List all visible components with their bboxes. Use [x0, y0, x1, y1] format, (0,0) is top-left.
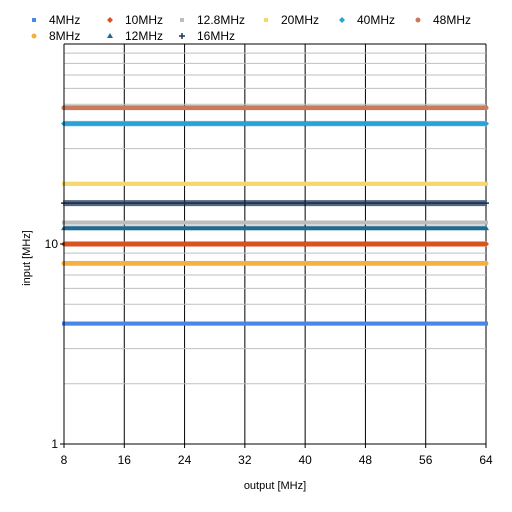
legend-item-4MHz: 4MHz: [32, 13, 80, 27]
legend-marker: [339, 17, 345, 23]
legend-item-20MHz: 20MHz: [264, 13, 319, 27]
legend-item-48MHz: 48MHz: [415, 13, 471, 27]
data-point: [483, 200, 489, 207]
legend-marker: [107, 17, 113, 23]
legend-label: 40MHz: [357, 13, 395, 27]
x-tick-label: 24: [178, 453, 192, 467]
legend-label: 12.8MHz: [197, 13, 245, 27]
y-axis-label: input [MHz]: [21, 230, 33, 286]
legend-marker: [31, 33, 37, 39]
series-16MHz: [61, 200, 489, 207]
legend-label: 20MHz: [281, 13, 319, 27]
legend-marker: [180, 18, 184, 22]
x-tick-label: 8: [61, 453, 68, 467]
legend-label: 48MHz: [433, 13, 471, 27]
data-point: [484, 181, 488, 186]
data-point: [484, 220, 488, 225]
legend-label: 4MHz: [49, 13, 80, 27]
series-12MHz: [61, 225, 489, 231]
x-tick-label: 64: [479, 453, 493, 467]
legend-item-8MHz: 8MHz: [31, 29, 80, 43]
y-tick-label: 10: [45, 237, 59, 251]
series-layer: [61, 105, 489, 326]
x-axis-ticks: 8 16 24 32 40 48 56 64: [61, 444, 493, 467]
x-tick-label: 32: [238, 453, 252, 467]
data-point: [483, 241, 489, 247]
legend-label: 8MHz: [49, 29, 80, 43]
series-20MHz: [62, 181, 488, 186]
data-point: [483, 225, 489, 231]
legend-marker: [179, 33, 185, 39]
x-tick-label: 56: [419, 453, 433, 467]
x-tick-label: 16: [118, 453, 132, 467]
legend: 4MHz 10MHz 12.8MHz 20MHz 40MHz 48MHz 8MHz 12MHz…: [31, 13, 471, 43]
legend-label: 12MHz: [125, 29, 163, 43]
series-8MHz: [61, 260, 489, 266]
series-4MHz: [62, 321, 488, 326]
legend-item-12MHz: 12MHz: [107, 29, 163, 43]
legend-item-40MHz: 40MHz: [339, 13, 395, 27]
legend-marker: [32, 18, 36, 22]
data-point: [484, 321, 488, 326]
data-point: [483, 120, 489, 127]
y-tick-label: 1: [51, 437, 58, 451]
x-tick-label: 40: [298, 453, 312, 467]
legend-item-10MHz: 10MHz: [107, 13, 163, 27]
legend-marker: [264, 18, 268, 22]
data-point: [483, 260, 489, 266]
legend-label: 10MHz: [125, 13, 163, 27]
legend-item-16MHz: 16MHz: [179, 29, 235, 43]
legend-item-12.8MHz: 12.8MHz: [180, 13, 245, 27]
legend-label: 16MHz: [197, 29, 235, 43]
series-10MHz: [61, 241, 489, 247]
series-12.8MHz: [62, 220, 488, 225]
x-tick-label: 48: [359, 453, 373, 467]
legend-marker: [107, 33, 113, 38]
legend-marker: [415, 17, 421, 23]
series-48MHz: [61, 105, 489, 111]
y-axis-ticks: 1 10: [45, 237, 64, 451]
x-axis-label: output [MHz]: [244, 480, 306, 492]
data-point: [483, 105, 489, 111]
series-40MHz: [61, 120, 489, 127]
